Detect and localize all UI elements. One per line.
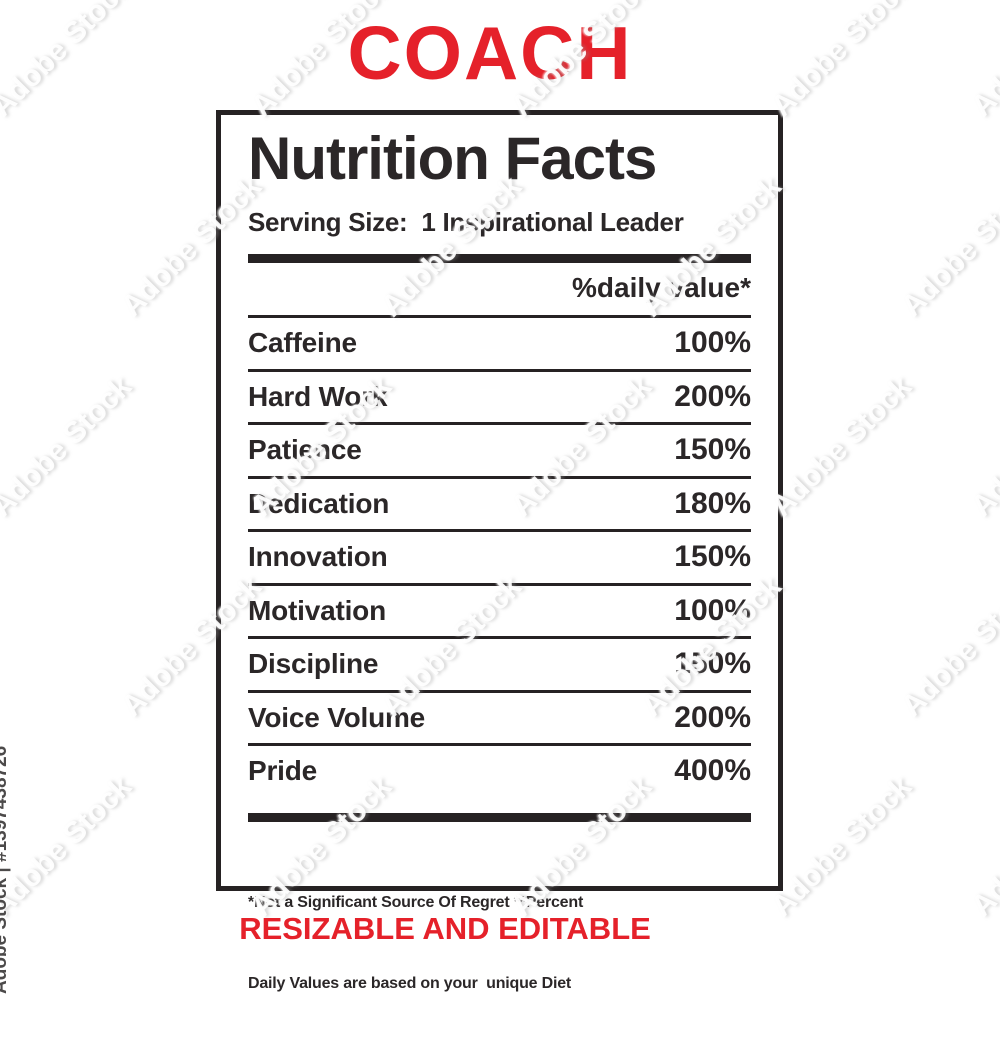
- row-name: Pride: [248, 755, 317, 787]
- adobe-stock-watermark-tile: Adobe Stock: [765, 770, 919, 924]
- row-value: 150%: [674, 540, 751, 574]
- adobe-stock-watermark-tile: Adobe Stock: [965, 770, 1000, 924]
- table-row: Innovation 150%: [248, 529, 751, 583]
- table-row: Hard Work 200%: [248, 369, 751, 423]
- adobe-stock-watermark-tile: Adobe Stock: [0, 370, 139, 524]
- serving-size-label: Serving Size:: [248, 207, 407, 237]
- row-value: 200%: [674, 380, 751, 414]
- table-row: Caffeine 100%: [248, 315, 751, 369]
- daily-value-header: %daily value*: [248, 272, 751, 304]
- row-name: Patience: [248, 434, 362, 466]
- row-value: 150%: [674, 647, 751, 681]
- nutrition-rows: Caffeine 100% Hard Work 200% Patience 15…: [248, 315, 751, 797]
- row-name: Voice Volume: [248, 702, 425, 734]
- row-value: 150%: [674, 433, 751, 467]
- adobe-stock-watermark-tile: Adobe Stock: [895, 170, 1000, 324]
- row-name: Innovation: [248, 541, 388, 573]
- table-row: Patience 150%: [248, 422, 751, 476]
- row-name: Motivation: [248, 595, 386, 627]
- serving-size-value: 1 Inspirational Leader: [421, 207, 683, 237]
- footnote-line-2: Daily Values are based on your unique Di…: [248, 970, 751, 997]
- adobe-stock-id-watermark: Adobe Stock | #1397438726: [0, 746, 12, 994]
- serving-size-line: Serving Size: 1 Inspirational Leader: [248, 207, 751, 238]
- row-value: 180%: [674, 487, 751, 521]
- table-row: Discipline 150%: [248, 636, 751, 690]
- row-value: 400%: [674, 754, 751, 788]
- adobe-stock-watermark-tile: Adobe Stock: [895, 570, 1000, 724]
- table-row: Voice Volume 200%: [248, 690, 751, 744]
- adobe-stock-watermark-tile: Adobe Stock: [0, 770, 139, 924]
- nutrition-facts-heading: Nutrition Facts: [248, 127, 751, 190]
- adobe-stock-watermark-tile: Adobe Stock: [965, 370, 1000, 524]
- row-value: 200%: [674, 701, 751, 735]
- row-name: Hard Work: [248, 381, 387, 413]
- nutrition-facts-label: Nutrition Facts Serving Size: 1 Inspirati…: [216, 110, 783, 891]
- table-row: Pride 400%: [248, 743, 751, 797]
- row-name: Discipline: [248, 648, 378, 680]
- coach-title: COACH: [0, 16, 980, 91]
- adobe-stock-watermark-tile: Adobe Stock: [765, 370, 919, 524]
- resizable-editable-caption: RESIZABLE AND EDITABLE: [0, 913, 945, 944]
- row-value: 100%: [674, 594, 751, 628]
- row-name: Caffeine: [248, 327, 357, 359]
- divider-thick-bottom: [248, 813, 751, 822]
- row-value: 100%: [674, 326, 751, 360]
- table-row: Motivation 100%: [248, 583, 751, 637]
- table-row: Dedication 180%: [248, 476, 751, 530]
- divider-thick-top: [248, 254, 751, 263]
- row-name: Dedication: [248, 488, 389, 520]
- stock-image-canvas: COACH Nutrition Facts Serving Size: 1 Ins…: [0, 0, 1000, 1000]
